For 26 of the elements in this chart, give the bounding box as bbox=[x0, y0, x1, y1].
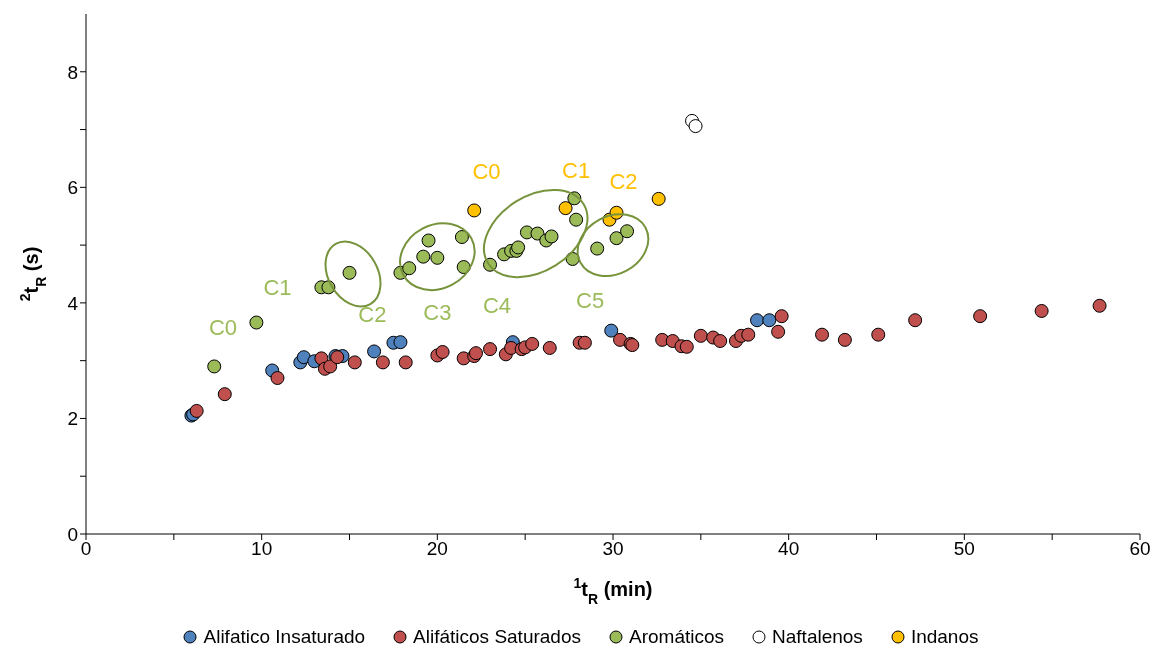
y-tick-label: 0 bbox=[67, 523, 78, 545]
legend-label: Naftalenos bbox=[772, 626, 863, 648]
annotation: C3 bbox=[423, 299, 452, 325]
y-tick-label: 6 bbox=[67, 177, 78, 199]
annotation: C0 bbox=[208, 315, 238, 341]
annotation: C5 bbox=[576, 288, 605, 314]
x-tick-label: 30 bbox=[602, 538, 624, 560]
x-tick-label: 10 bbox=[251, 538, 273, 560]
legend-label: Alifatico Insaturado bbox=[203, 626, 366, 648]
annotation: C4 bbox=[483, 292, 512, 318]
annotation: C1 bbox=[562, 158, 591, 184]
legend-label: Alifáticos Saturados bbox=[413, 626, 581, 648]
annotation: C1 bbox=[263, 274, 292, 300]
x-axis-title: $^{1}$t$_{R}$ (min) bbox=[573, 575, 653, 607]
y-tick-label: 8 bbox=[67, 61, 78, 83]
x-tick-label: 40 bbox=[778, 538, 800, 560]
annotation: C2 bbox=[609, 169, 638, 195]
annotation: C0 bbox=[472, 158, 501, 184]
x-tick-label: 50 bbox=[953, 538, 975, 560]
y-tick-label: 4 bbox=[67, 292, 79, 314]
legend-label: Aromáticos bbox=[629, 626, 725, 648]
x-tick-label: 20 bbox=[426, 538, 448, 560]
y-tick-label: 2 bbox=[67, 408, 78, 430]
legend-label: Indanos bbox=[910, 626, 979, 648]
x-tick-label: 60 bbox=[1129, 538, 1151, 560]
annotation: C2 bbox=[358, 301, 387, 327]
